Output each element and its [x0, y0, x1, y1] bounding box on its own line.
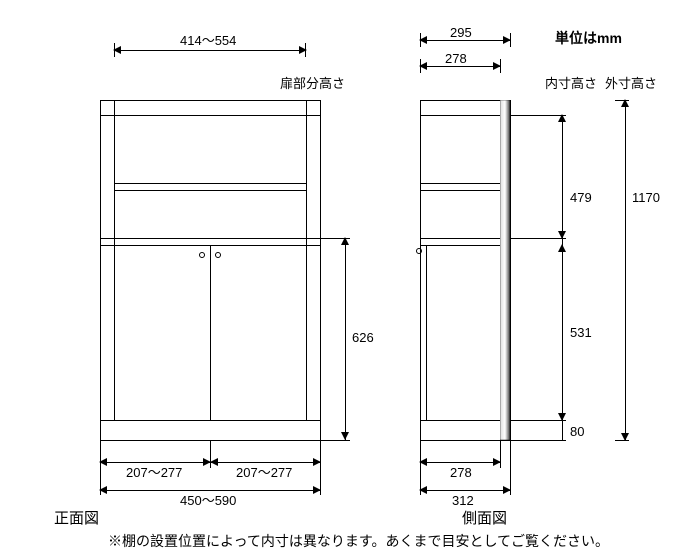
dim-top-width-line	[115, 50, 305, 51]
dim-side-top-outer: 295	[450, 25, 472, 41]
outer-h-label: 外寸高さ	[605, 76, 657, 92]
dim-total-width: 450～590	[180, 493, 236, 509]
door-height-label: 扉部分高さ	[280, 76, 345, 92]
door-knob-left	[199, 252, 205, 258]
unit-label: 単位はmm	[555, 30, 622, 47]
dim-lower-h: 531	[570, 325, 592, 341]
inner-h-label: 内寸高さ	[545, 76, 597, 92]
front-title: 正面図	[54, 510, 99, 528]
door-knob-right	[215, 252, 221, 258]
dim-bottom-right: 207～277	[236, 465, 292, 481]
dim-base-h: 80	[570, 424, 584, 440]
dim-total-h: 1170	[632, 190, 660, 206]
dim-door-height: 626	[352, 330, 374, 346]
dim-upper-h: 479	[570, 190, 592, 206]
dim-top-inner-width: 414～554	[180, 33, 236, 49]
diagram-canvas: 単位はmm 414～554 扉部分高さ 626 207～	[0, 0, 700, 556]
hinge-icon	[416, 248, 422, 254]
edge-gradient	[500, 100, 510, 440]
side-title: 側面図	[462, 510, 507, 528]
dim-side-bottom-inner: 278	[450, 465, 472, 481]
dim-side-top-inner: 278	[445, 51, 467, 67]
dim-bottom-left: 207～277	[126, 465, 182, 481]
footnote: ※棚の設置位置によって内寸は異なります。あくまで目安としてご覧ください。	[108, 533, 609, 550]
dim-side-bottom-outer: 312	[452, 493, 474, 509]
